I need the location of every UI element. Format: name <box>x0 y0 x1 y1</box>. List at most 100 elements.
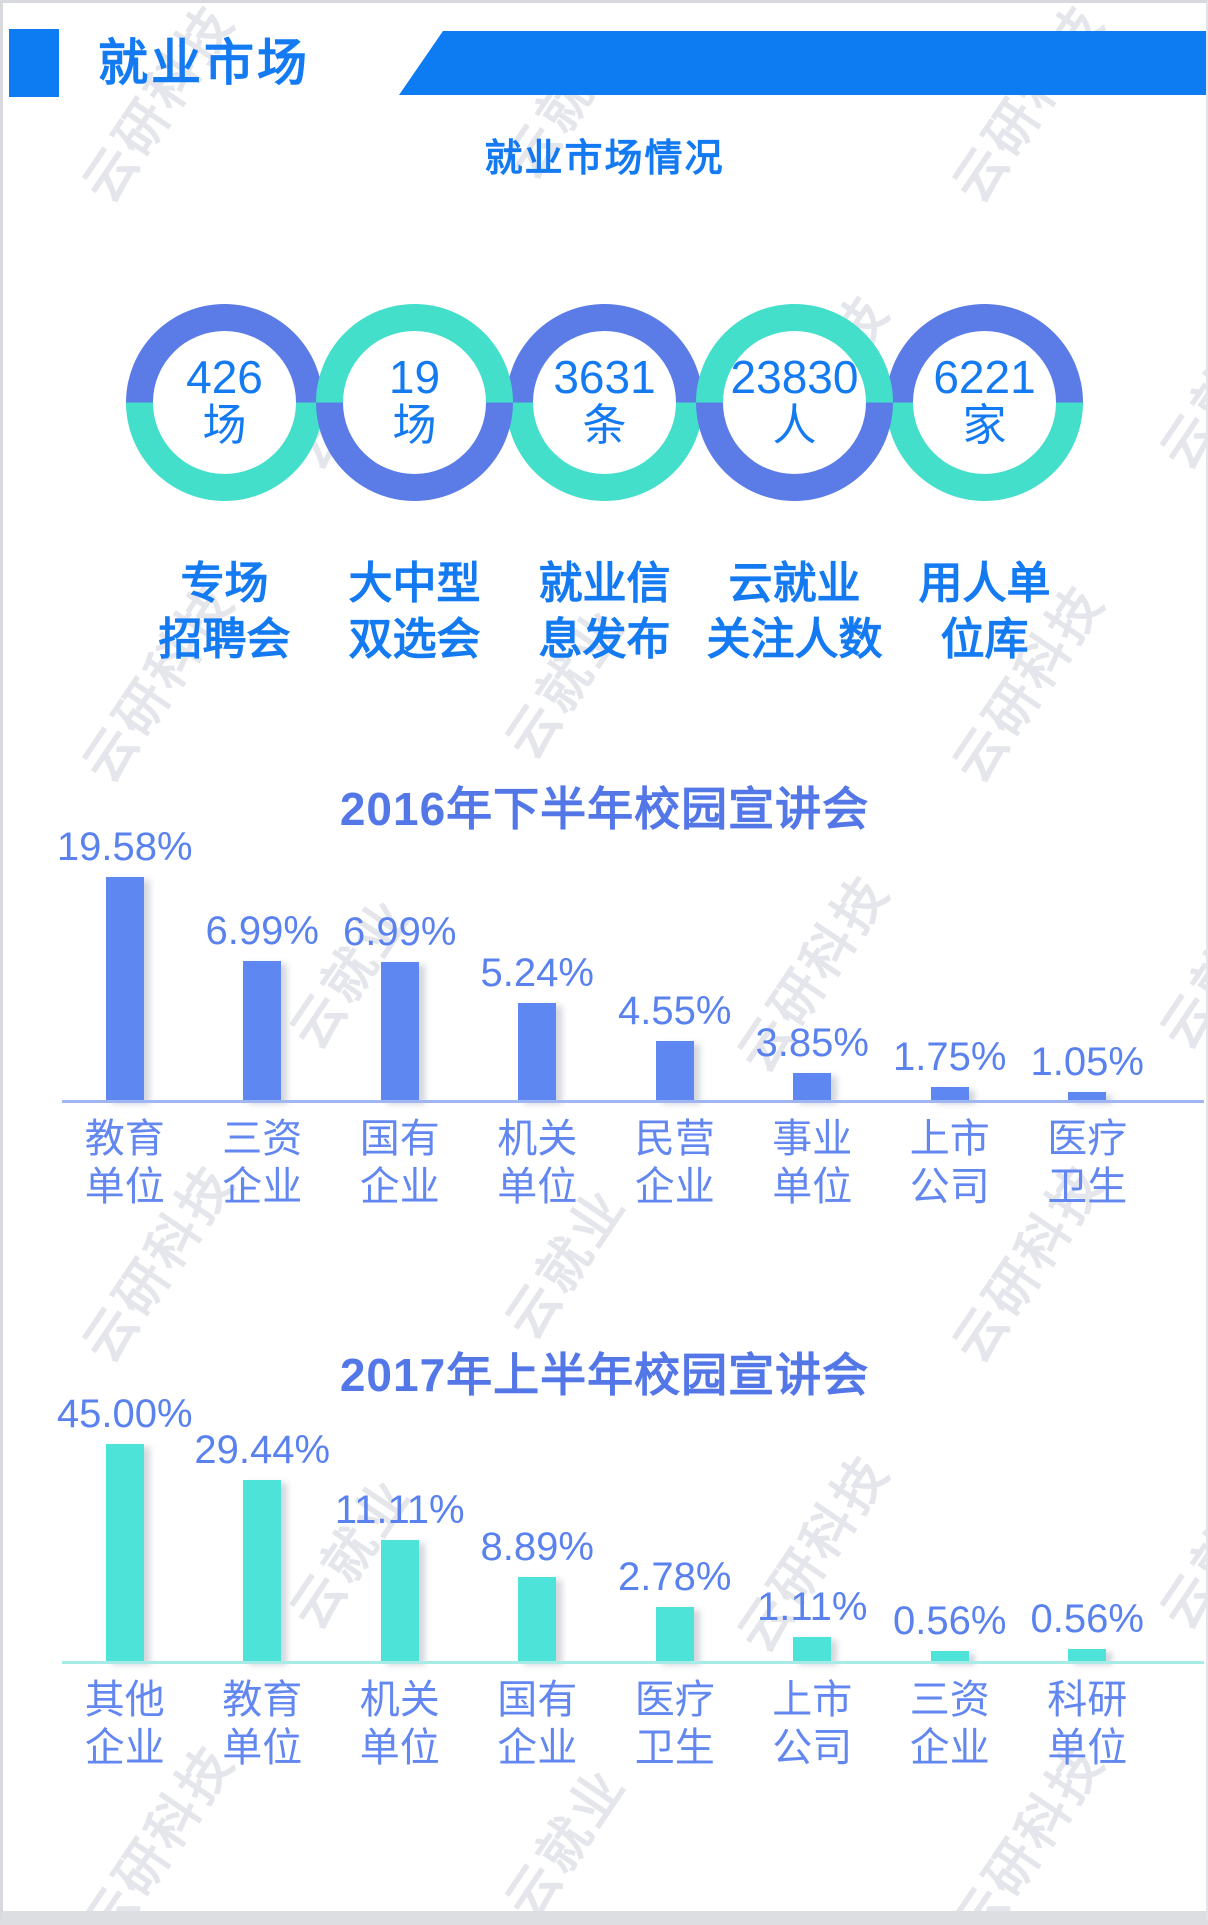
x-axis-label-line1: 上市 <box>909 1116 990 1161</box>
bar-column: 1.11% <box>744 1432 882 1662</box>
x-axis-label-line2: 单位 <box>1047 1725 1128 1770</box>
x-axis-label-line2: 公司 <box>909 1164 990 1209</box>
bar-column: 8.89% <box>469 1432 607 1662</box>
header-accent-square <box>9 29 59 97</box>
stat-label-line1: 专场 <box>180 559 269 608</box>
bar <box>930 1086 969 1101</box>
bar-column: 0.56% <box>1019 1432 1157 1662</box>
stats-ring-row: 426 场专场 招聘会 19 场大中型 双选会 3631 条就业信 息发布 23830 人云就业 关注… <box>3 304 1206 669</box>
bar-column: 0.56% <box>881 1432 1019 1662</box>
bar <box>518 1002 557 1101</box>
bar-value-label: 6.99% <box>205 908 319 953</box>
x-axis-label-line1: 三资 <box>909 1677 990 1722</box>
x-axis-label-line1: 国有 <box>359 1116 440 1161</box>
x-axis-label-line1: 三资 <box>222 1116 303 1161</box>
bar <box>380 1539 419 1662</box>
bar <box>243 1479 282 1662</box>
bar <box>793 1072 832 1101</box>
x-axis-label-line2: 企业 <box>359 1164 440 1209</box>
x-axis-label-line2: 卫生 <box>1047 1164 1128 1209</box>
x-axis-label-line2: 单位 <box>359 1725 440 1770</box>
x-axis-label: 机关 单位 <box>331 1676 469 1772</box>
chart-2016-x-axis-labels: 教育 单位 三资 企业 国有 企业 机关 单位 民营 企业 事业 单位 上市 公司 医疗 卫生 <box>56 1115 1156 1211</box>
bar-value-label: 45.00% <box>56 1391 193 1436</box>
bar <box>380 961 419 1101</box>
bar <box>930 1650 969 1662</box>
stat-item: 426 场专场 招聘会 <box>126 304 323 669</box>
bar-value-label: 8.89% <box>480 1524 594 1569</box>
x-axis-line <box>62 1660 1204 1664</box>
x-axis-label-line1: 事业 <box>772 1116 853 1161</box>
bar <box>105 1443 144 1662</box>
x-axis-label: 三资 企业 <box>194 1115 332 1211</box>
bar <box>243 960 282 1101</box>
bar-value-label: 1.05% <box>1030 1039 1144 1084</box>
bar-value-label: 19.58% <box>56 824 193 869</box>
x-axis-label: 上市 公司 <box>881 1115 1019 1211</box>
x-axis-label: 国有 企业 <box>331 1115 469 1211</box>
bar-column: 2.78% <box>606 1432 744 1662</box>
bar-value-label: 6.99% <box>343 909 457 954</box>
stat-unit: 条 <box>582 401 627 451</box>
stat-ring: 6221 家 <box>886 304 1083 501</box>
bar <box>655 1606 694 1662</box>
bar-value-label: 1.11% <box>757 1584 868 1629</box>
stat-label: 大中型 双选会 <box>349 556 481 669</box>
x-axis-label: 其他 企业 <box>56 1676 194 1772</box>
stat-item: 23830 人云就业 关注人数 <box>696 304 893 669</box>
x-axis-label: 国有 企业 <box>469 1676 607 1772</box>
stat-label-line1: 大中型 <box>348 559 481 608</box>
x-axis-label: 教育 单位 <box>194 1676 332 1772</box>
bar <box>1068 1091 1107 1101</box>
x-axis-label-line2: 卫生 <box>634 1725 715 1770</box>
chart-2016-title: 2016年下半年校园宣讲会 <box>339 782 870 835</box>
x-axis-label: 机关 单位 <box>469 1115 607 1211</box>
stat-label-line2: 息发布 <box>538 615 671 665</box>
x-axis-label: 民营 企业 <box>606 1115 744 1211</box>
chart-2017-title: 2017年上半年校园宣讲会 <box>339 1348 870 1401</box>
x-axis-label-line2: 企业 <box>222 1164 303 1209</box>
stat-ring-text: 426 场 <box>153 331 296 474</box>
bar <box>518 1576 557 1662</box>
stat-ring-text: 6221 家 <box>913 331 1056 474</box>
bar-value-label: 2.78% <box>618 1554 732 1599</box>
x-axis-label-line1: 国有 <box>497 1677 578 1722</box>
stat-ring-text: 23830 人 <box>723 331 866 474</box>
bar-column: 3.85% <box>744 866 882 1101</box>
stat-label-line1: 就业信 <box>538 559 671 608</box>
x-axis-label: 事业 单位 <box>744 1115 882 1211</box>
x-axis-label-line1: 医疗 <box>1047 1116 1128 1161</box>
page-header: 就业市场 <box>3 29 1206 97</box>
chart-2016-plot-area: 19.58% 6.99% 6.99% 5.24% 4.55% 3.85% 1.75% 1.05… <box>56 827 1204 1103</box>
bar <box>105 876 144 1101</box>
bar-value-label: 1.75% <box>893 1034 1007 1079</box>
bar-column: 1.75% <box>881 866 1019 1101</box>
stat-label-line1: 云就业 <box>728 559 861 608</box>
header-banner-shape <box>399 31 1206 95</box>
x-axis-label-line2: 单位 <box>772 1164 853 1209</box>
stat-ring: 23830 人 <box>696 304 893 501</box>
section-title: 就业市场情况 <box>484 138 725 180</box>
x-axis-label-line2: 企业 <box>634 1164 715 1209</box>
stat-value: 3631 <box>553 351 656 404</box>
stat-label: 用人单 位库 <box>919 556 1051 669</box>
stat-label: 就业信 息发布 <box>539 556 671 669</box>
bar <box>655 1040 694 1101</box>
stat-ring: 3631 条 <box>506 304 703 501</box>
stat-item: 3631 条就业信息发布 <box>506 304 703 669</box>
bar-column: 6.99% <box>331 866 469 1101</box>
x-axis-label-line2: 企业 <box>84 1725 165 1770</box>
bar-value-label: 3.85% <box>755 1020 869 1065</box>
bar <box>1068 1648 1107 1662</box>
x-axis-label: 医疗 卫生 <box>606 1676 744 1772</box>
page-content: 就业市场 就业市场情况 426 场专场 招聘会 19 场大中型 双选会 3631 条就业信 息发… <box>3 29 1206 1772</box>
page-title: 就业市场 <box>98 35 310 91</box>
stat-value: 426 <box>186 351 263 404</box>
stat-label-line1: 用人单 <box>918 559 1051 608</box>
stat-item: 19 场大中型 双选会 <box>316 304 513 669</box>
stat-ring-text: 3631 条 <box>533 331 676 474</box>
x-axis-label-line2: 企业 <box>909 1725 990 1770</box>
chart-2017-plot-area: 45.00% 29.44% 11.11% 8.89% 2.78% 1.11% 0.56% 0.… <box>56 1394 1204 1664</box>
bar-column: 6.99% <box>194 866 332 1101</box>
